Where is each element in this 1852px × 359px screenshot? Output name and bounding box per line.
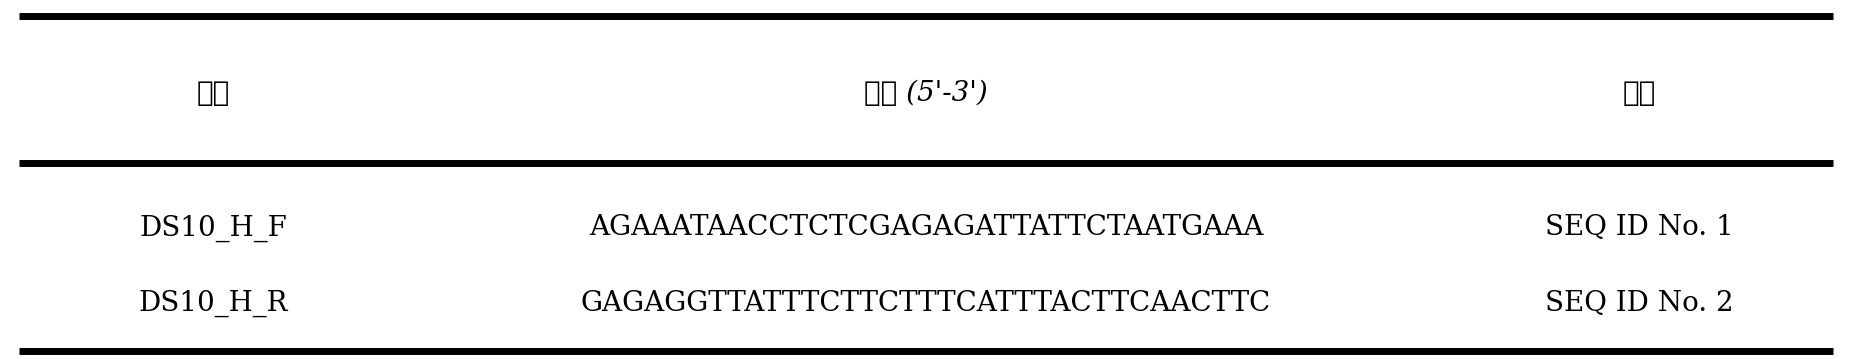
Text: AGAAATAACCTCTCGAGAGATTATTCTAATGAAA: AGAAATAACCTCTCGAGAGATTATTCTAATGAAA: [589, 214, 1263, 242]
Text: SEQ ID No. 1: SEQ ID No. 1: [1545, 214, 1733, 242]
Text: 序列 (5'-3'): 序列 (5'-3'): [865, 80, 987, 107]
Text: SEQ ID No. 2: SEQ ID No. 2: [1545, 290, 1733, 317]
Text: DS10_H_F: DS10_H_F: [139, 214, 287, 242]
Text: 说明: 说明: [1622, 80, 1656, 107]
Text: DS10_H_R: DS10_H_R: [139, 290, 287, 317]
Text: 引物: 引物: [196, 80, 230, 107]
Text: GAGAGGTTATTTCTTCTTTCATTTACTTCAACTTC: GAGAGGTTATTTCTTCTTTCATTTACTTCAACTTC: [582, 290, 1270, 317]
